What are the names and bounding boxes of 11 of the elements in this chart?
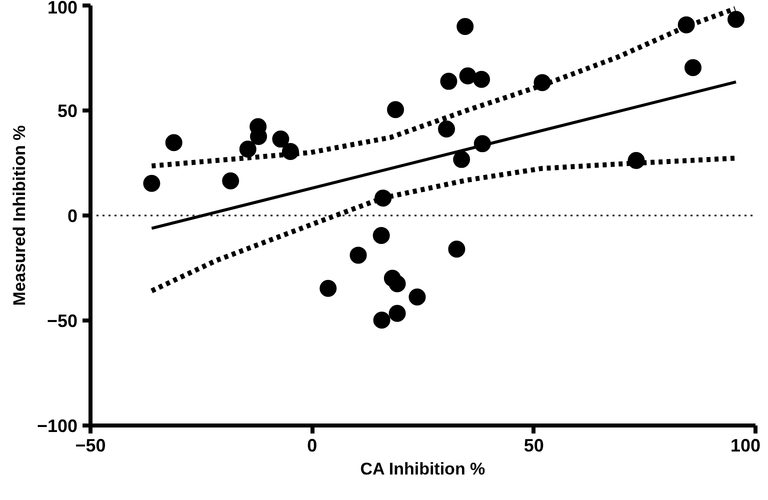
x-tick-label: 100 (730, 436, 761, 456)
y-tick-label: −100 (36, 416, 78, 436)
x-tick-label: 50 (524, 436, 544, 456)
x-tick-label: −50 (75, 436, 106, 456)
x-axis-title: CA Inhibition % (360, 460, 486, 478)
y-axis-title: Measured Inhibition % (10, 125, 29, 306)
y-tick-label: 0 (67, 206, 78, 226)
y-tick-label: 50 (57, 101, 78, 121)
y-tick-label: −50 (46, 311, 78, 331)
x-tick-label: 0 (307, 436, 318, 456)
y-tick-label: 100 (47, 0, 78, 18)
